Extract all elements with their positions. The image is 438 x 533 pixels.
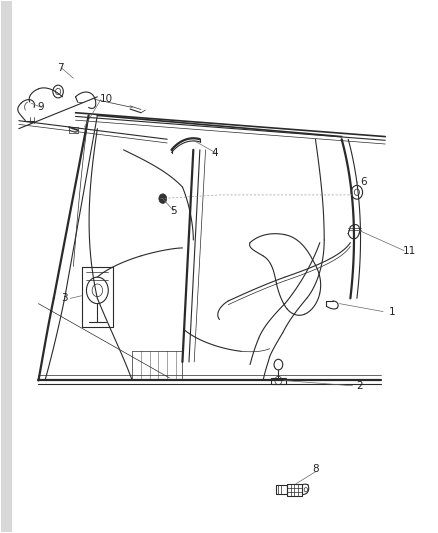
Text: 6: 6 — [359, 176, 366, 187]
Text: 7: 7 — [57, 63, 64, 72]
Text: 10: 10 — [99, 94, 113, 104]
Circle shape — [159, 194, 166, 204]
Text: 5: 5 — [170, 206, 177, 216]
Text: 8: 8 — [311, 464, 318, 474]
Text: 4: 4 — [212, 148, 218, 158]
Text: 11: 11 — [402, 246, 415, 256]
Text: 3: 3 — [61, 293, 68, 303]
Text: 2: 2 — [355, 381, 362, 391]
Text: 9: 9 — [37, 102, 44, 112]
Text: 1: 1 — [388, 306, 394, 317]
FancyBboxPatch shape — [1, 2, 12, 531]
